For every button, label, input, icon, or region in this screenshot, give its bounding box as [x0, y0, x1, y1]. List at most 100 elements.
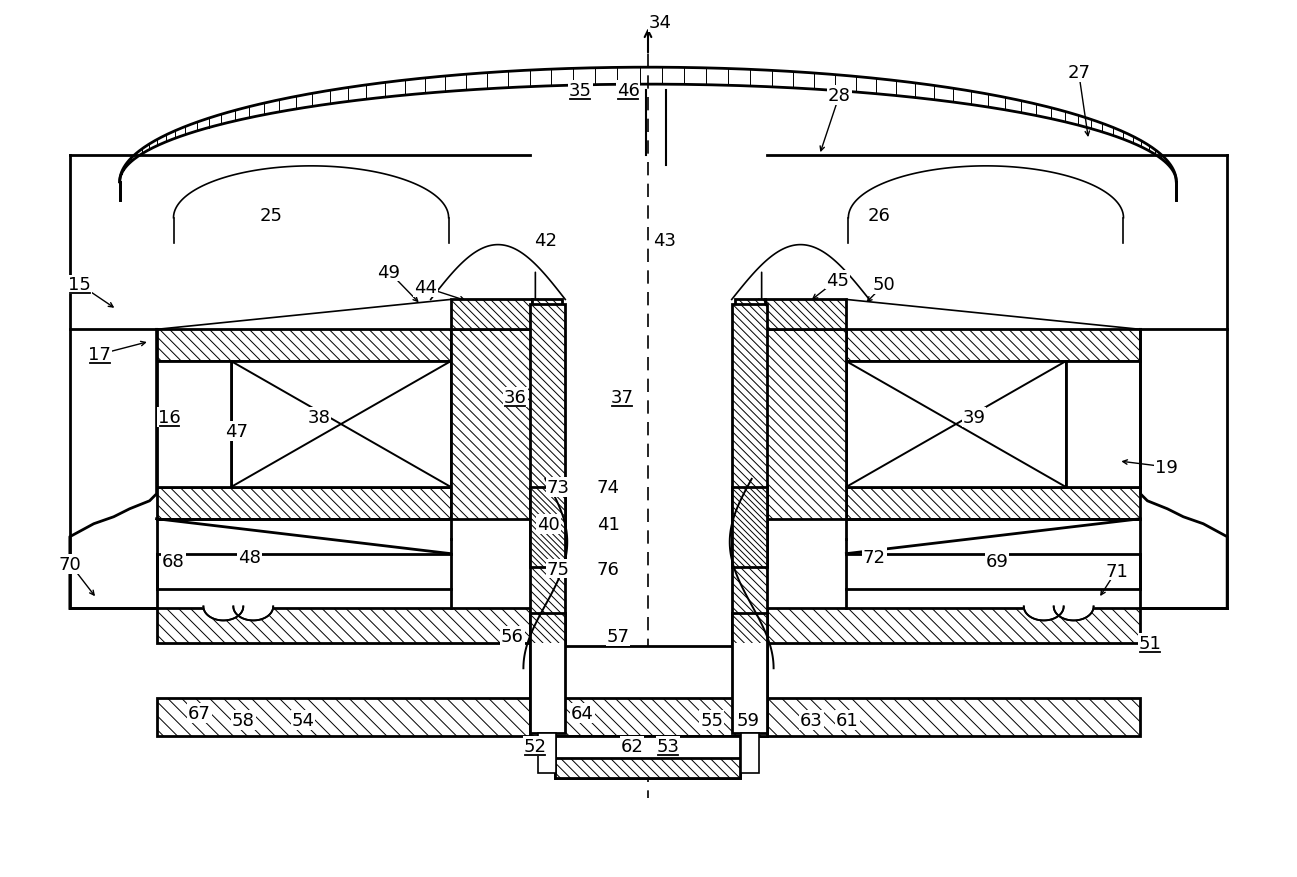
- Text: 71: 71: [1105, 562, 1128, 580]
- Bar: [847, 362, 1066, 488]
- Text: 44: 44: [414, 279, 437, 297]
- Bar: [765, 330, 847, 519]
- Bar: [530, 614, 565, 733]
- Bar: [765, 300, 847, 330]
- Bar: [450, 330, 532, 519]
- Bar: [741, 733, 759, 773]
- Bar: [530, 305, 565, 644]
- Bar: [732, 305, 767, 644]
- Bar: [157, 698, 1140, 736]
- Bar: [765, 300, 847, 330]
- Bar: [555, 758, 739, 778]
- Bar: [555, 736, 739, 778]
- Text: 74: 74: [597, 478, 620, 496]
- Bar: [530, 488, 565, 567]
- Bar: [767, 609, 1140, 644]
- Text: 54: 54: [292, 711, 315, 730]
- Text: 19: 19: [1154, 459, 1178, 476]
- Text: 72: 72: [863, 548, 886, 566]
- Text: 17: 17: [88, 346, 112, 364]
- Bar: [157, 488, 450, 519]
- Text: 61: 61: [837, 711, 859, 730]
- Bar: [732, 488, 767, 567]
- Bar: [450, 300, 532, 330]
- Bar: [530, 488, 565, 567]
- Bar: [555, 758, 739, 778]
- Text: 51: 51: [1139, 635, 1162, 652]
- Text: 48: 48: [237, 548, 261, 566]
- Bar: [157, 362, 231, 488]
- Bar: [732, 614, 767, 733]
- Bar: [157, 330, 450, 362]
- Bar: [157, 609, 530, 644]
- Bar: [847, 330, 1140, 362]
- Text: 27: 27: [1067, 64, 1091, 82]
- Text: 26: 26: [868, 206, 891, 225]
- Text: 59: 59: [737, 711, 759, 730]
- Bar: [450, 300, 532, 330]
- Bar: [847, 330, 1140, 362]
- Text: 16: 16: [158, 409, 180, 426]
- Bar: [157, 330, 450, 362]
- Bar: [765, 330, 847, 519]
- Bar: [157, 609, 530, 644]
- Text: 55: 55: [700, 711, 724, 730]
- Text: 64: 64: [571, 704, 594, 723]
- Text: 63: 63: [800, 711, 822, 730]
- Text: 49: 49: [377, 263, 401, 282]
- Text: 52: 52: [524, 738, 547, 755]
- Bar: [734, 300, 765, 330]
- Text: 34: 34: [648, 14, 672, 32]
- Text: 46: 46: [616, 82, 639, 100]
- Text: 68: 68: [162, 552, 185, 570]
- Text: 38: 38: [307, 409, 331, 426]
- Text: 73: 73: [547, 478, 569, 496]
- Text: 56: 56: [501, 628, 524, 645]
- Bar: [767, 609, 1140, 644]
- Text: 28: 28: [827, 87, 851, 105]
- Bar: [732, 488, 767, 567]
- Bar: [530, 646, 767, 736]
- Text: 67: 67: [188, 704, 211, 723]
- Text: 62: 62: [621, 738, 643, 755]
- Bar: [734, 300, 765, 330]
- Ellipse shape: [233, 593, 274, 621]
- Bar: [157, 488, 450, 519]
- Text: 42: 42: [534, 232, 556, 249]
- Text: 40: 40: [537, 515, 560, 533]
- Text: 70: 70: [58, 555, 82, 573]
- Text: 41: 41: [597, 515, 620, 533]
- Text: 53: 53: [656, 738, 680, 755]
- Text: 25: 25: [259, 206, 283, 225]
- Bar: [847, 488, 1140, 519]
- Text: 36: 36: [505, 389, 527, 407]
- Text: 50: 50: [873, 276, 896, 294]
- Bar: [450, 330, 532, 519]
- Text: 69: 69: [986, 552, 1008, 570]
- Bar: [847, 488, 1140, 519]
- Bar: [538, 733, 556, 773]
- Ellipse shape: [1053, 593, 1093, 621]
- Text: 57: 57: [607, 628, 629, 645]
- Text: 37: 37: [611, 389, 633, 407]
- Text: 47: 47: [224, 423, 248, 440]
- Bar: [532, 300, 563, 330]
- Bar: [530, 305, 565, 644]
- Text: 15: 15: [69, 276, 91, 294]
- Text: 35: 35: [568, 82, 591, 100]
- Text: 75: 75: [547, 560, 569, 578]
- Ellipse shape: [1023, 593, 1064, 621]
- Bar: [530, 698, 767, 736]
- Text: 45: 45: [826, 271, 850, 289]
- Bar: [157, 698, 1140, 736]
- Text: 39: 39: [962, 409, 986, 426]
- Text: 58: 58: [232, 711, 254, 730]
- Text: 43: 43: [654, 232, 677, 249]
- Bar: [1066, 362, 1140, 488]
- Bar: [532, 300, 563, 330]
- Bar: [530, 698, 767, 736]
- Text: 76: 76: [597, 560, 620, 578]
- Bar: [732, 305, 767, 644]
- Ellipse shape: [204, 593, 244, 621]
- Bar: [231, 362, 450, 488]
